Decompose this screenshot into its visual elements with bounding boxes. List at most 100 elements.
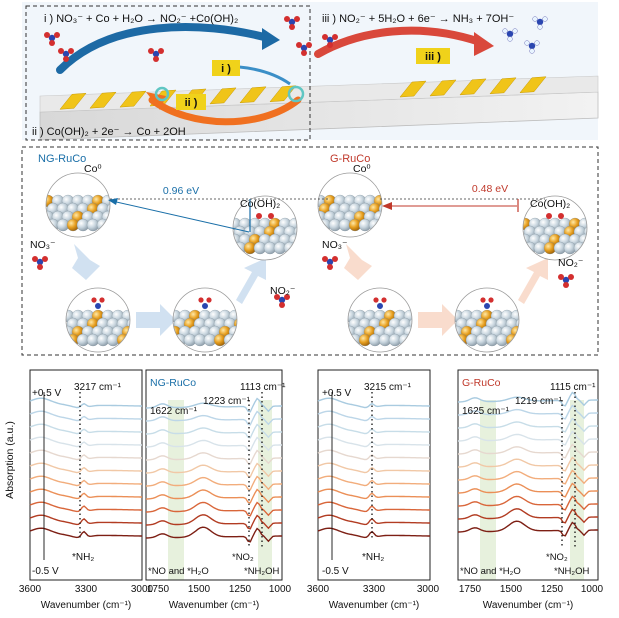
arrow-ii-head — [146, 92, 166, 110]
flow-arrow-left-up — [236, 258, 266, 304]
nitrogen-atom — [36, 258, 44, 266]
flow-arrow-right-up — [518, 258, 548, 304]
oxygen-atom — [37, 264, 43, 270]
no3-label-left: NO₃⁻ — [30, 239, 56, 251]
panel-3-assign: *NH₂ — [362, 552, 384, 563]
cluster — [348, 288, 412, 352]
cobalt-stripe — [429, 79, 457, 97]
cobalt-atom — [233, 317, 237, 331]
spectrum-curve — [457, 508, 598, 524]
oxygen-atom — [381, 297, 387, 303]
panel-1-curves — [29, 397, 142, 539]
panel-2-frame — [145, 369, 283, 581]
ruthenium-atom — [408, 317, 412, 331]
oxygen-atom — [558, 274, 564, 280]
panel-2-title: NG-RuCo — [150, 377, 196, 389]
hydrogen-atom — [524, 40, 530, 46]
cobalt-stripe — [89, 91, 117, 109]
cluster-outline — [317, 172, 383, 238]
oxygen-atom — [294, 16, 300, 22]
oxygen-atom — [44, 32, 50, 38]
spectrum-curve — [317, 462, 430, 474]
oxygen-atom — [332, 34, 338, 40]
badge-iii — [416, 48, 450, 64]
oxygen-atom — [63, 56, 69, 62]
nitrogen-atom — [484, 303, 490, 309]
spectra-section: Absorption (a.u.) +0.5 V -0.5 V 3217 cm⁻… — [4, 369, 604, 611]
nitrogen-atom — [152, 50, 160, 58]
cluster — [46, 173, 110, 237]
panel-3-xlabel: Wavenumber (cm⁻¹) — [329, 600, 419, 611]
spectrum-curve — [29, 410, 142, 422]
panel-2-xtick-0: 1750 — [147, 584, 170, 595]
ruthenium-atom — [583, 225, 587, 239]
oxygen-atom — [306, 42, 312, 48]
middle-panel: NG-RuCo G-RuCo 0.96 eV 0.48 eV Co⁰ Co⁰ C… — [21, 146, 599, 356]
oxygen-atom — [327, 264, 333, 270]
panel-2-assign-2: *NH₂OH — [244, 566, 279, 577]
nitrogen-atom — [202, 303, 208, 309]
ruthenium-atom — [515, 317, 519, 331]
panel-2-xlabel: Wavenumber (cm⁻¹) — [169, 600, 259, 611]
panel-2-assign-0: *NO and *H₂O — [148, 566, 209, 577]
spectrum-curve — [317, 488, 430, 500]
spectrum-curve — [317, 475, 430, 487]
oxygen-atom — [284, 294, 290, 300]
oxygen-atom — [206, 297, 212, 303]
ruthenium-atom — [106, 202, 110, 216]
nitrogen-atom — [326, 258, 334, 266]
panel-2-peak-0: 1622 cm⁻¹ — [150, 406, 198, 417]
flow-arrow-left-mid — [136, 304, 176, 336]
spectrum-curve — [457, 404, 598, 420]
oxygen-atom — [279, 302, 285, 308]
oxygen-atom — [42, 256, 48, 262]
cobalt-stripe — [239, 86, 267, 104]
panel-2-xtick-1: 1500 — [188, 584, 211, 595]
hydrogen-atom — [534, 40, 540, 46]
arrow-i-head — [262, 28, 280, 50]
panel-3-xtick-0: 3600 — [307, 584, 330, 595]
panel-4-assign-1: *NO₂ — [546, 552, 568, 563]
panel-3-minus-voltage: -0.5 V — [322, 566, 349, 577]
oxygen-atom — [99, 297, 105, 303]
cobalt-stripe — [59, 92, 87, 110]
cooh-label-left: Co(OH)₂ — [240, 198, 280, 210]
spectrum-curve — [317, 527, 430, 539]
nitrogen-atom — [326, 36, 334, 44]
nitrogen-atom — [300, 44, 308, 52]
cobalt-stripe — [119, 90, 147, 108]
cluster — [318, 173, 382, 237]
nitrogen-atom — [95, 303, 101, 309]
co0-label-right: Co⁰ — [353, 163, 371, 175]
spectrum-curve — [457, 391, 598, 407]
ruthenium-atom — [233, 333, 237, 347]
panel-4-xlabel: Wavenumber (cm⁻¹) — [483, 600, 573, 611]
spectrum-curve — [317, 397, 430, 409]
cobalt-atom — [293, 241, 297, 255]
panel-3-frame — [317, 369, 431, 581]
cluster-outline — [45, 172, 111, 238]
oxygen-atom — [558, 213, 564, 219]
spectrum-curve — [29, 436, 142, 448]
oxygen-atom — [301, 50, 307, 56]
spectrum-curve — [145, 410, 282, 426]
nitrogen-atom — [62, 50, 70, 58]
co0-label-left: Co⁰ — [84, 163, 102, 175]
spectrum-curve — [145, 462, 282, 478]
energy-gap-arrowhead-right — [382, 202, 392, 210]
ruthenium-atom — [126, 317, 130, 331]
panel-2-peak-1: 1223 cm⁻¹ — [203, 396, 251, 407]
panel-4-xtick-1: 1500 — [500, 584, 523, 595]
nitrogen-atom — [48, 34, 56, 42]
spectrum-curve — [29, 527, 142, 539]
cluster-outline — [172, 287, 238, 353]
spectrum-curve — [29, 501, 142, 513]
spectrum-curve — [29, 462, 142, 474]
oxygen-atom — [274, 294, 280, 300]
cobalt-stripe — [489, 77, 517, 95]
panel-2-xtick-2: 1250 — [229, 584, 252, 595]
y-axis-label: Absorption (a.u.) — [4, 421, 16, 499]
oxygen-atom — [68, 48, 74, 54]
spectrum-curve — [145, 423, 282, 439]
ruthenium-atom — [106, 218, 110, 232]
